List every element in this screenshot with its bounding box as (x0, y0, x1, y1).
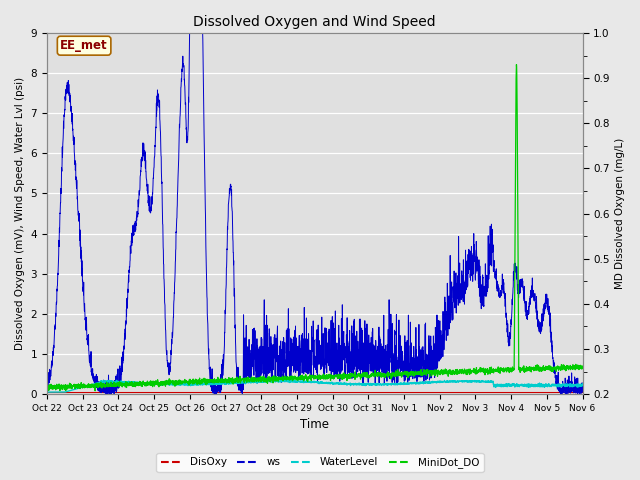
MiniDot_DO (136, 380, 144, 386)
MiniDot_DO (248, 376, 256, 382)
DisOxy (568, 390, 576, 396)
ws (575, 391, 583, 397)
MiniDot_DO (92, 388, 99, 394)
WaterLevel (136, 379, 143, 385)
Legend: DisOxy, ws, WaterLevel, MiniDot_DO: DisOxy, ws, WaterLevel, MiniDot_DO (156, 453, 484, 472)
WaterLevel (568, 383, 576, 388)
MiniDot_DO (579, 366, 586, 372)
WaterLevel (248, 379, 256, 384)
ws (136, 188, 143, 194)
DisOxy (511, 390, 518, 396)
Title: Dissolved Oxygen and Wind Speed: Dissolved Oxygen and Wind Speed (193, 15, 436, 29)
MiniDot_DO (43, 385, 51, 391)
ws (511, 267, 518, 273)
WaterLevel (104, 378, 112, 384)
MiniDot_DO (511, 322, 518, 328)
ws (104, 388, 112, 394)
WaterLevel (288, 377, 296, 383)
MiniDot_DO (104, 384, 112, 390)
WaterLevel (271, 379, 279, 384)
ws (568, 388, 576, 394)
WaterLevel (579, 381, 586, 387)
DisOxy (43, 390, 51, 396)
WaterLevel (511, 383, 518, 388)
ws (248, 326, 256, 332)
DisOxy (104, 390, 112, 396)
X-axis label: Time: Time (300, 419, 329, 432)
DisOxy (248, 390, 256, 396)
MiniDot_DO (568, 365, 576, 371)
WaterLevel (43, 389, 51, 395)
DisOxy (271, 390, 279, 396)
Line: WaterLevel: WaterLevel (47, 380, 582, 392)
ws (43, 376, 51, 382)
DisOxy (136, 390, 143, 396)
Line: MiniDot_DO: MiniDot_DO (47, 65, 582, 391)
Y-axis label: Dissolved Oxygen (mV), Wind Speed, Water Lvl (psi): Dissolved Oxygen (mV), Wind Speed, Water… (15, 77, 25, 350)
DisOxy (579, 390, 586, 396)
ws (272, 379, 280, 384)
Line: ws: ws (47, 33, 582, 394)
MiniDot_DO (272, 378, 280, 384)
Y-axis label: MD Dissolved Oxygen (mg/L): MD Dissolved Oxygen (mg/L) (615, 138, 625, 289)
MiniDot_DO (513, 62, 520, 68)
Text: EE_met: EE_met (60, 39, 108, 52)
ws (579, 383, 586, 388)
ws (186, 30, 193, 36)
